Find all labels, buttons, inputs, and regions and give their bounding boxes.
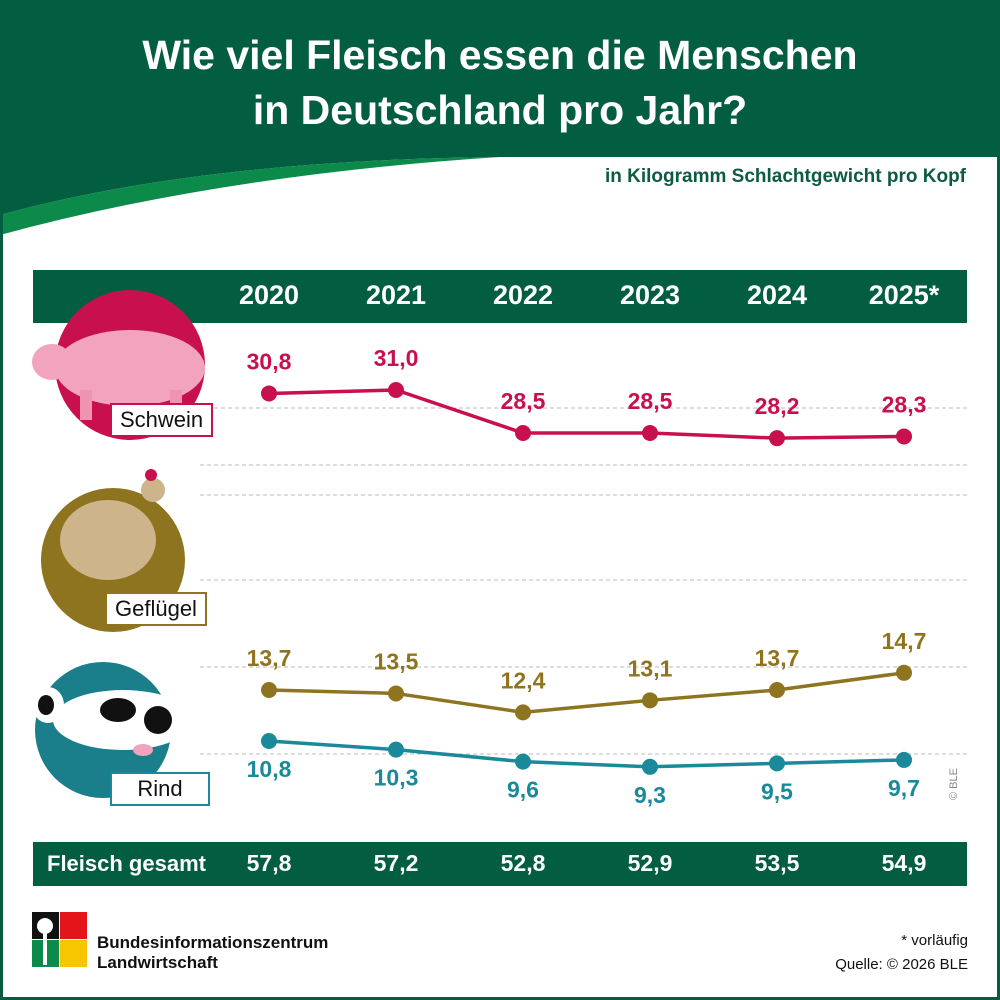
series-line-rind [268, 739, 905, 769]
header: Wie viel Fleisch essen die Menschen in D… [0, 0, 1000, 240]
footnote: * vorläufig [901, 932, 968, 949]
data-point [515, 704, 531, 721]
data-point [388, 741, 404, 758]
data-point [388, 685, 404, 702]
year-label: 2021 [365, 280, 427, 310]
year-label: 2020 [238, 280, 300, 310]
data-point [261, 733, 277, 749]
data-label: 14,7 [882, 628, 927, 654]
header-swoosh [0, 0, 1000, 235]
data-label: 30,8 [247, 348, 292, 374]
data-point [896, 751, 912, 768]
data-label: 28,5 [628, 388, 673, 414]
data-point [515, 425, 531, 441]
data-label: 9,7 [888, 775, 920, 801]
total-bar: Fleisch gesamt 57,8 57,2 52,8 52,9 53,5 54,9 [33, 842, 967, 886]
data-label: 13,7 [247, 645, 292, 671]
data-label: 28,5 [501, 388, 546, 414]
data-label: 31,0 [374, 345, 419, 371]
pig-icon [32, 290, 205, 440]
total-value: 52,9 [627, 850, 673, 876]
data-point [515, 753, 531, 770]
subtitle: in Kilogramm Schlachtgewicht pro Kopf [604, 166, 966, 187]
title-line-2: in Deutschland pro Jahr? [252, 87, 748, 133]
data-label: 10,8 [247, 756, 292, 782]
series-line-geflügel [268, 671, 905, 715]
title-line-1: Wie viel Fleisch essen die Menschen [142, 32, 858, 78]
data-label: 9,5 [761, 778, 793, 804]
total-value: 54,9 [881, 850, 927, 876]
series-line-schwein [268, 388, 905, 440]
source: Quelle: © 2026 BLE [835, 956, 968, 973]
data-point [896, 428, 912, 445]
data-label: 28,2 [755, 393, 800, 419]
data-point [769, 682, 785, 698]
data-label: 9,3 [634, 782, 666, 808]
year-label: 2023 [619, 280, 681, 310]
data-point [642, 692, 658, 709]
data-point [388, 382, 404, 398]
total-label: Fleisch gesamt [47, 851, 206, 876]
data-point [642, 758, 658, 775]
data-label: 10,3 [374, 765, 419, 791]
data-point [896, 664, 912, 681]
year-label: 2024 [746, 280, 808, 310]
org-line-2: Landwirtschaft [97, 953, 218, 972]
total-value: 57,8 [246, 850, 292, 876]
data-label: 12,4 [501, 667, 546, 693]
data-point [769, 755, 785, 772]
data-label: 13,7 [755, 645, 800, 671]
data-label: 13,1 [628, 655, 673, 681]
data-label: 28,3 [882, 391, 927, 417]
total-value: 53,5 [754, 850, 800, 876]
total-value: 52,8 [500, 850, 546, 876]
ble-logo [32, 912, 87, 967]
data-point [769, 430, 785, 447]
label-rind: Rind [110, 772, 210, 806]
year-header-bar: 2020 2021 2022 2023 2024 2025* [33, 270, 967, 323]
org-line-1: Bundesinformationszentrum [97, 933, 329, 952]
label-schwein: Schwein [110, 403, 214, 437]
year-label: 2022 [492, 280, 554, 310]
year-label: 2025* [868, 280, 940, 310]
total-value: 57,2 [373, 850, 419, 876]
data-point [261, 385, 277, 402]
data-point [642, 425, 658, 441]
chicken-icon [41, 469, 185, 632]
label-gefluegel: Geflügel [105, 592, 207, 626]
data-label: 9,6 [507, 777, 539, 803]
data-point [261, 682, 277, 698]
cow-icon [32, 662, 193, 798]
page-title: Wie viel Fleisch essen die Menschen in D… [0, 28, 1000, 138]
data-label: 13,5 [374, 648, 419, 674]
copyright-vertical: © BLE [948, 768, 960, 800]
org-name: Bundesinformationszentrum Landwirtschaft [97, 933, 328, 973]
